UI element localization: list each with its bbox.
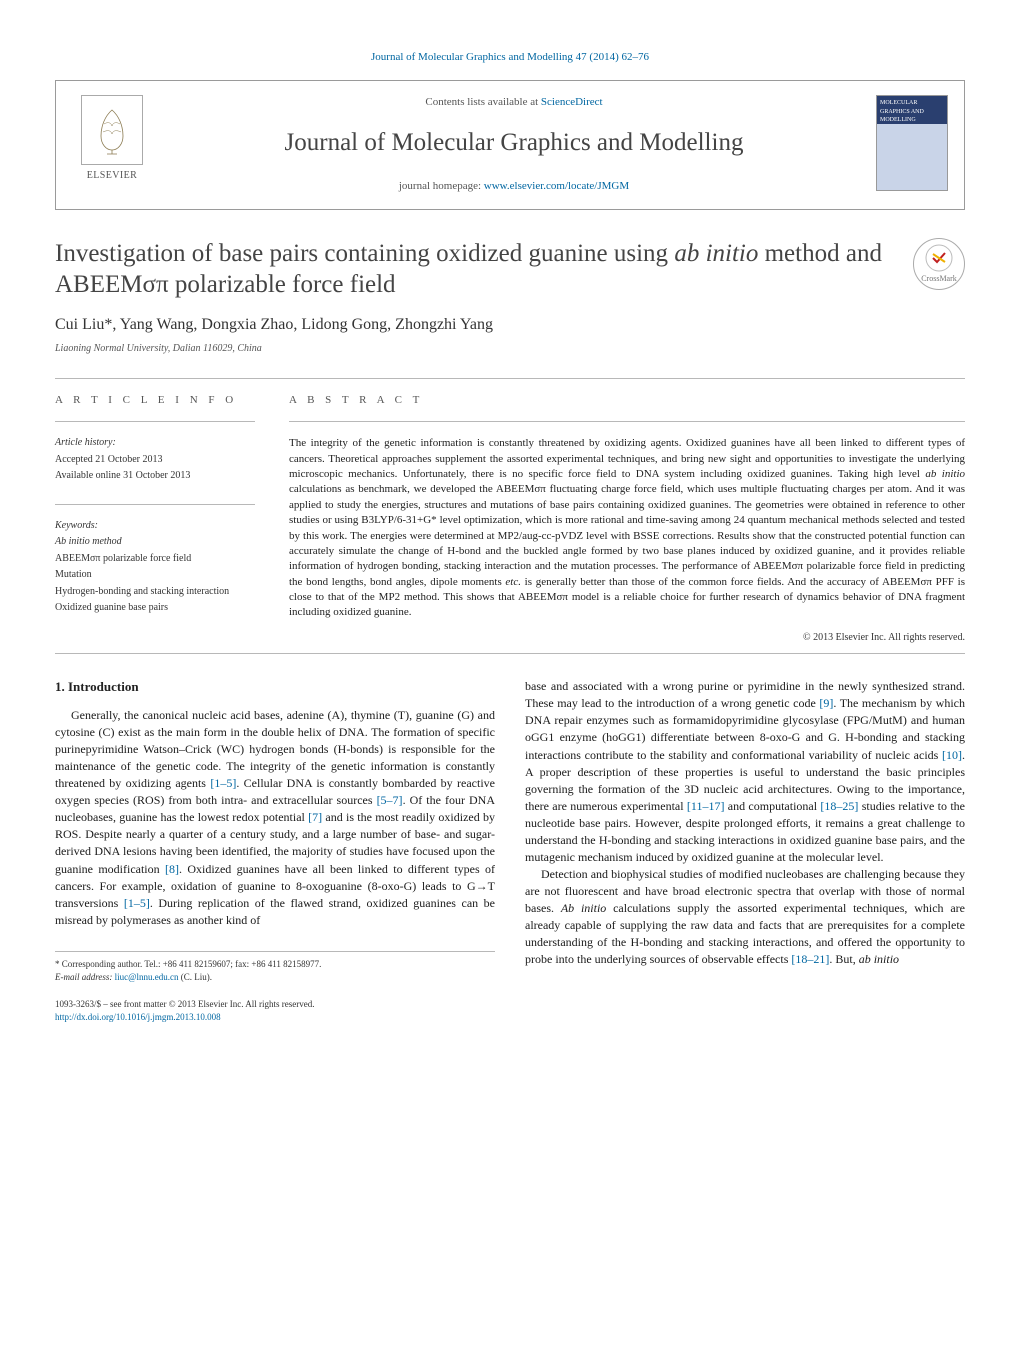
- section-heading-intro: 1. Introduction: [55, 678, 495, 697]
- corresponding-author-note: * Corresponding author. Tel.: +86 411 82…: [55, 958, 495, 971]
- journal-name: Journal of Molecular Graphics and Modell…: [166, 125, 862, 161]
- homepage-prefix: journal homepage:: [399, 180, 484, 192]
- journal-homepage-link[interactable]: www.elsevier.com/locate/JMGM: [484, 180, 629, 192]
- abstract-column: A B S T R A C T The integrity of the gen…: [289, 393, 965, 645]
- crossmark-badge[interactable]: CrossMark: [913, 238, 965, 290]
- abstract-copyright: © 2013 Elsevier Inc. All rights reserved…: [289, 631, 965, 646]
- accepted-date: Accepted 21 October 2013: [55, 453, 255, 468]
- doi-link[interactable]: http://dx.doi.org/10.1016/j.jmgm.2013.10…: [55, 1012, 221, 1022]
- authors-line: Cui Liu*, Yang Wang, Dongxia Zhao, Lidon…: [55, 313, 965, 336]
- keyword-1: ABEEMσπ polarizable force field: [55, 552, 255, 567]
- body-col-left: 1. Introduction Generally, the canonical…: [55, 678, 495, 1023]
- contents-available-line: Contents lists available at ScienceDirec…: [166, 95, 862, 111]
- ref-link-6[interactable]: [9]: [819, 696, 833, 710]
- online-date: Available online 31 October 2013: [55, 469, 255, 484]
- title-pre: Investigation of base pairs containing o…: [55, 240, 674, 267]
- authors-text: Cui Liu*, Yang Wang, Dongxia Zhao, Lidon…: [55, 316, 493, 333]
- title-italic: ab initio: [674, 240, 758, 267]
- contents-prefix: Contents lists available at: [425, 96, 540, 108]
- keyword-4: Oxidized guanine base pairs: [55, 601, 255, 616]
- article-title: Investigation of base pairs containing o…: [55, 238, 893, 301]
- publisher-block: ELSEVIER: [72, 95, 152, 184]
- email-link[interactable]: liuc@lnnu.edu.cn: [112, 972, 180, 982]
- ref-link-8[interactable]: [11–17]: [687, 799, 725, 813]
- abs-pre: The integrity of the genetic information…: [289, 437, 965, 480]
- ref-link-2[interactable]: [5–7]: [377, 793, 403, 807]
- p3-ital2: ab initio: [859, 952, 899, 966]
- affiliation: Liaoning Normal University, Dalian 11602…: [55, 342, 965, 357]
- intro-para-2: Detection and biophysical studies of mod…: [525, 866, 965, 968]
- ref-link-5[interactable]: [1–5]: [124, 896, 150, 910]
- publisher-name: ELSEVIER: [87, 169, 137, 184]
- ref-link-1[interactable]: [1–5]: [210, 776, 236, 790]
- abs-ital1: ab initio: [925, 468, 965, 480]
- ref-link-3[interactable]: [7]: [308, 810, 322, 824]
- p2d: and computational: [724, 799, 820, 813]
- elsevier-tree-icon: [81, 95, 143, 165]
- abs-mid1: calculations as benchmark, we developed …: [289, 483, 965, 587]
- history-title: Article history:: [55, 436, 255, 451]
- journal-homepage-line: journal homepage: www.elsevier.com/locat…: [166, 179, 862, 195]
- keyword-3: Hydrogen-bonding and stacking interactio…: [55, 585, 255, 600]
- keywords-title: Keywords:: [55, 519, 255, 534]
- journal-header-box: ELSEVIER Contents lists available at Sci…: [55, 80, 965, 210]
- footnote-block: * Corresponding author. Tel.: +86 411 82…: [55, 951, 495, 984]
- abstract-text: The integrity of the genetic information…: [289, 436, 965, 621]
- ref-link-7[interactable]: [10]: [942, 748, 962, 762]
- article-info-label: A R T I C L E I N F O: [55, 393, 255, 409]
- ref-link-4[interactable]: [8]: [165, 862, 179, 876]
- divider-top: [55, 378, 965, 379]
- keyword-0: Ab initio method: [55, 535, 255, 550]
- intro-para-1: Generally, the canonical nucleic acid ba…: [55, 707, 495, 928]
- p3-ital1: Ab initio: [561, 901, 606, 915]
- journal-cover-thumbnail: MOLECULAR GRAPHICS AND MODELLING: [876, 95, 948, 191]
- email-line: E-mail address: liuc@lnnu.edu.cn (C. Liu…: [55, 971, 495, 984]
- p3c: . But,: [829, 952, 858, 966]
- running-header-citation: Journal of Molecular Graphics and Modell…: [55, 50, 965, 66]
- intro-para-1-cont: base and associated with a wrong purine …: [525, 678, 965, 865]
- bottom-meta: 1093-3263/$ – see front matter © 2013 El…: [55, 998, 495, 1024]
- ref-link-9[interactable]: [18–25]: [820, 799, 858, 813]
- issn-line: 1093-3263/$ – see front matter © 2013 El…: [55, 998, 495, 1011]
- email-label: E-mail address:: [55, 972, 112, 982]
- sciencedirect-link[interactable]: ScienceDirect: [541, 96, 603, 108]
- body-two-column: 1. Introduction Generally, the canonical…: [55, 678, 965, 1023]
- abstract-label: A B S T R A C T: [289, 393, 965, 409]
- cover-text: MOLECULAR GRAPHICS AND MODELLING: [880, 100, 924, 123]
- article-info-column: A R T I C L E I N F O Article history: A…: [55, 393, 255, 645]
- abs-ital2: etc.: [505, 576, 521, 588]
- keyword-2: Mutation: [55, 568, 255, 583]
- abstract-divider: [289, 421, 965, 422]
- body-col-right: base and associated with a wrong purine …: [525, 678, 965, 1023]
- crossmark-label: CrossMark: [921, 273, 957, 285]
- divider-bottom: [55, 653, 965, 654]
- ref-link-10[interactable]: [18–21]: [791, 952, 829, 966]
- email-name: (C. Liu).: [181, 972, 212, 982]
- info-divider-1: [55, 421, 255, 422]
- info-divider-2: [55, 504, 255, 505]
